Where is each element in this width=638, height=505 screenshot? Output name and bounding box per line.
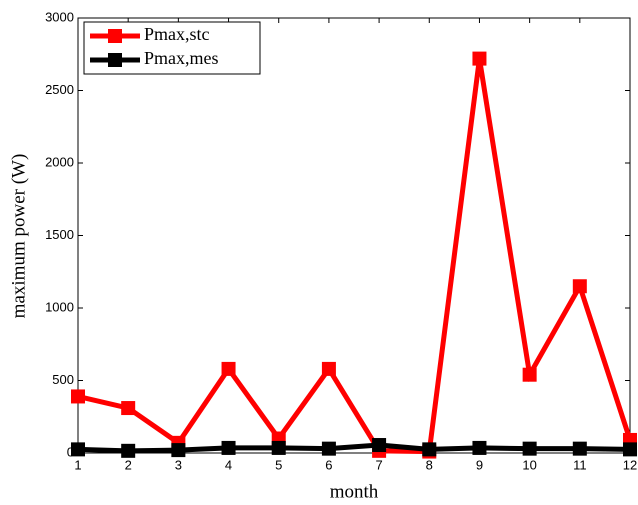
- x-tick-label: 3: [175, 457, 182, 472]
- y-axis-label: maximum power (W): [8, 154, 29, 319]
- marker: [572, 279, 587, 294]
- x-tick-label: 11: [573, 457, 587, 472]
- plot-area: [77, 17, 631, 454]
- y-tick-label: 1000: [45, 299, 74, 314]
- marker: [472, 440, 487, 455]
- x-tick-label: 2: [125, 457, 132, 472]
- y-tick-label: 2500: [45, 82, 74, 97]
- legend-label: Pmax,stc: [144, 24, 210, 44]
- legend-label: Pmax,mes: [144, 48, 219, 68]
- marker: [321, 441, 336, 456]
- marker: [472, 51, 487, 66]
- marker: [321, 361, 336, 376]
- y-tick-label: 0: [67, 444, 74, 459]
- y-tick-label: 500: [52, 372, 74, 387]
- marker: [372, 438, 387, 453]
- series-line: [77, 58, 633, 455]
- marker: [121, 401, 136, 416]
- marker: [121, 443, 136, 458]
- x-tick-label: 9: [476, 457, 483, 472]
- y-tick-label: 1500: [45, 227, 74, 242]
- x-tick-label: 7: [375, 457, 382, 472]
- x-tick-label: 8: [426, 457, 433, 472]
- marker: [422, 442, 437, 457]
- x-tick-label: 6: [325, 457, 332, 472]
- marker: [221, 440, 236, 455]
- marker: [572, 441, 587, 456]
- marker: [71, 389, 85, 404]
- marker: [71, 442, 85, 457]
- marker: [171, 443, 186, 458]
- x-tick-label: 4: [225, 457, 232, 472]
- marker: [522, 441, 537, 456]
- marker: [623, 442, 637, 457]
- marker: [271, 440, 286, 455]
- x-axis-label: month: [330, 481, 379, 502]
- x-tick-label: 1: [74, 457, 81, 472]
- x-tick-label: 12: [623, 457, 637, 472]
- marker: [221, 361, 236, 376]
- x-tick-label: 10: [522, 457, 536, 472]
- marker: [522, 367, 537, 382]
- x-tick-label: 5: [275, 457, 282, 472]
- legend-marker: [108, 53, 122, 67]
- y-tick-label: 2000: [45, 154, 74, 169]
- y-tick-label: 3000: [45, 9, 74, 24]
- series-line: [77, 442, 631, 454]
- legend-marker: [108, 29, 122, 43]
